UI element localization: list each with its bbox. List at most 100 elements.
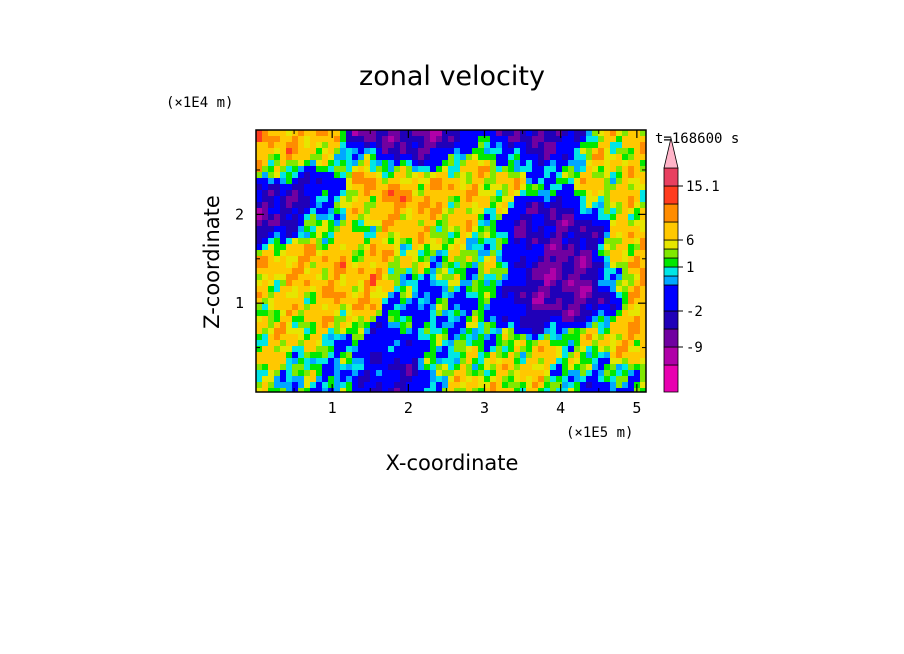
field-cell (628, 136, 635, 143)
field-cell (430, 208, 437, 215)
field-cell (544, 238, 551, 245)
field-cell (316, 358, 323, 365)
field-cell (370, 214, 377, 221)
field-cell (388, 352, 395, 359)
field-cell (310, 154, 317, 161)
field-cell (454, 286, 461, 293)
field-cell (274, 322, 281, 329)
field-cell (640, 154, 646, 161)
field-cell (508, 220, 515, 227)
field-cell (508, 250, 515, 257)
field-cell (538, 232, 545, 239)
field-cell (412, 190, 419, 197)
field-cell (628, 388, 635, 392)
field-cell (316, 388, 323, 392)
field-cell (400, 358, 407, 365)
field-cell (502, 154, 509, 161)
field-cell (334, 178, 341, 185)
field-cell (316, 220, 323, 227)
field-cell (406, 274, 413, 281)
field-cell (298, 238, 305, 245)
field-cell (454, 232, 461, 239)
field-cell (412, 358, 419, 365)
field-cell (550, 388, 557, 392)
field-cell (484, 202, 491, 209)
field-cell (400, 316, 407, 323)
field-cell (406, 142, 413, 149)
field-cell (556, 364, 563, 371)
field-cell (328, 256, 335, 263)
field-cell (556, 220, 563, 227)
field-cell (520, 364, 527, 371)
field-cell (352, 148, 359, 155)
field-cell (430, 310, 437, 317)
field-cell (508, 316, 515, 323)
field-cell (550, 340, 557, 347)
field-cell (616, 268, 623, 275)
field-cell (562, 340, 569, 347)
field-cell (442, 388, 449, 392)
field-cell (466, 220, 473, 227)
field-cell (298, 358, 305, 365)
field-cell (292, 304, 299, 311)
field-cell (388, 166, 395, 173)
field-cell (586, 328, 593, 335)
field-cell (382, 262, 389, 269)
field-cell (394, 310, 401, 317)
field-cell (526, 340, 533, 347)
field-cell (526, 250, 533, 257)
field-cell (454, 136, 461, 143)
field-cell (280, 166, 287, 173)
field-cell (310, 274, 317, 281)
field-cell (460, 280, 467, 287)
field-cell (556, 190, 563, 197)
field-cell (346, 196, 353, 203)
field-cell (430, 166, 437, 173)
field-cell (544, 376, 551, 383)
field-cell (328, 220, 335, 227)
field-cell (370, 286, 377, 293)
field-cell (622, 226, 629, 233)
field-cell (484, 160, 491, 167)
field-cell (346, 340, 353, 347)
field-cell (526, 370, 533, 377)
field-cell (358, 148, 365, 155)
field-cell (562, 214, 569, 221)
field-cell (574, 358, 581, 365)
field-cell (532, 388, 539, 392)
field-cell (424, 142, 431, 149)
field-cell (532, 298, 539, 305)
field-cell (442, 220, 449, 227)
field-cell (484, 226, 491, 233)
field-cell (286, 214, 293, 221)
field-cell (310, 214, 317, 221)
field-cell (280, 352, 287, 359)
field-cell (274, 286, 281, 293)
field-cell (262, 220, 269, 227)
field-cell (292, 298, 299, 305)
field-cell (298, 190, 305, 197)
field-cell (538, 328, 545, 335)
field-cell (424, 256, 431, 263)
field-cell (256, 364, 263, 371)
field-cell (286, 166, 293, 173)
field-cell (346, 220, 353, 227)
field-cell (466, 286, 473, 293)
field-cell (604, 310, 611, 317)
field-cell (460, 238, 467, 245)
field-cell (406, 202, 413, 209)
field-cell (376, 382, 383, 389)
field-cell (640, 316, 646, 323)
field-cell (334, 322, 341, 329)
field-cell (460, 256, 467, 263)
field-cell (418, 142, 425, 149)
field-cell (508, 136, 515, 143)
field-cell (262, 154, 269, 161)
field-cell (382, 310, 389, 317)
field-cell (412, 292, 419, 299)
field-cell (604, 322, 611, 329)
field-cell (598, 346, 605, 353)
field-cell (640, 160, 646, 167)
field-cell (310, 166, 317, 173)
field-cell (328, 208, 335, 215)
